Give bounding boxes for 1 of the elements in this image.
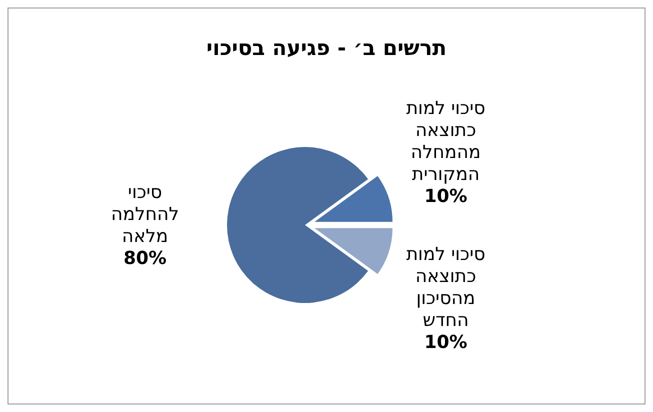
title: תרשים ב׳ - פגיעה בסיכוי bbox=[206, 36, 447, 60]
